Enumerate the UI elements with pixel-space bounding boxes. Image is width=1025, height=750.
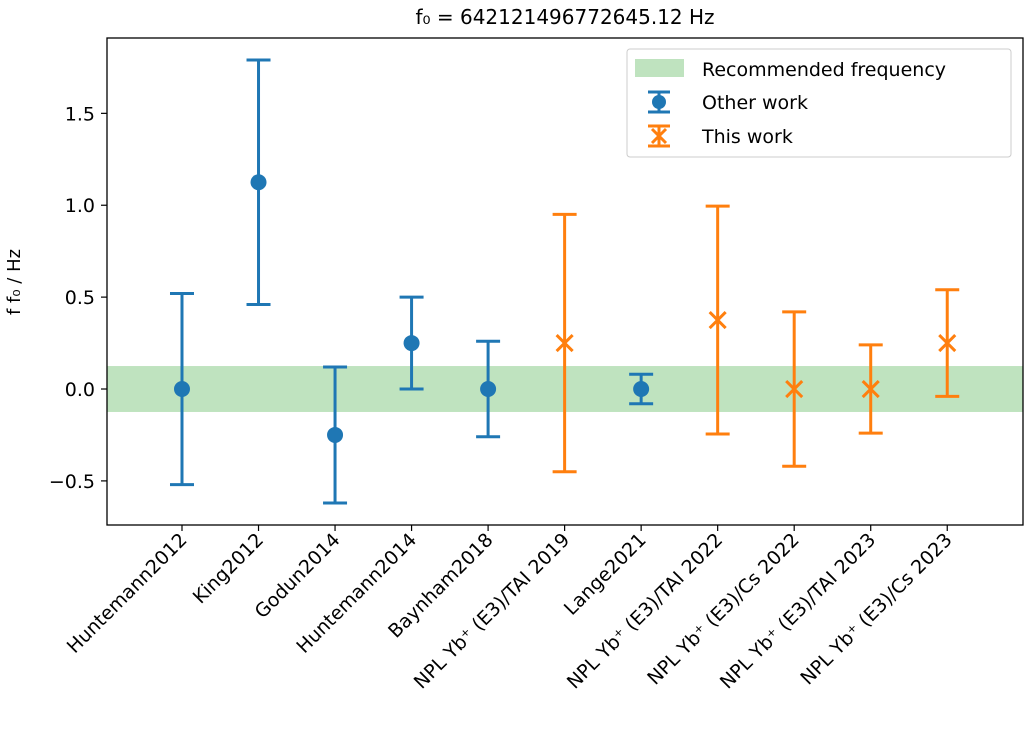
x-tick-label: NPL Yb⁺ (E3)/Cs 2023 [796,529,956,689]
legend-label: Other work [702,92,808,114]
data-marker-circle [327,426,344,443]
legend-band-swatch [635,59,684,77]
this-work-point [552,212,577,474]
data-marker-x [938,334,957,353]
x-tick-label: King2012 [189,529,268,608]
data-marker-circle [250,174,267,191]
other-work-point [169,291,194,487]
other-work-point [476,339,501,439]
x-tick-label: Huntemann2012 [63,529,192,658]
plot-area [107,58,1023,505]
y-tick-label: 1.0 [65,195,95,217]
chart-title: f₀ = 642121496772645.12 Hz [415,5,714,29]
data-marker-circle [403,335,420,352]
x-tick-label: NPL Yb⁺ (E3)/Cs 2022 [643,529,803,689]
other-work-point [246,58,271,306]
this-work-point [858,343,883,435]
data-marker-circle [173,381,190,398]
legend-label: This work [701,126,793,148]
data-marker-x [861,379,880,399]
legend-marker-circle [652,95,666,109]
this-work-point [705,204,730,436]
data-marker-x [708,311,727,330]
other-work-point [323,365,348,505]
y-tick-label: 1.5 [65,103,95,125]
legend: Recommended frequency Other work This work [626,48,1012,158]
x-tick-label: NPL Yb⁺ (E3)/TAI 2019 [410,529,574,693]
legend-marker-x [650,127,668,145]
y-tick-label: 0.0 [65,379,95,401]
this-work-point [782,310,807,468]
x-tick-label: NPL Yb⁺ (E3)/TAI 2023 [716,529,880,693]
x-tick-label: NPL Yb⁺ (E3)/TAI 2022 [563,529,727,693]
legend-label: Recommended frequency [702,59,946,81]
data-marker-circle [633,381,650,398]
y-tick-label: 0.5 [65,287,95,309]
y-axis-label: f f₀ / Hz [4,249,25,315]
this-work-point [935,288,960,398]
data-marker-x [785,379,804,399]
data-marker-circle [480,381,497,398]
y-tick-label: −0.5 [49,471,95,493]
other-work-point [399,295,424,391]
legend-frame [626,48,1012,158]
data-marker-x [555,334,574,353]
other-work-point [629,372,654,406]
